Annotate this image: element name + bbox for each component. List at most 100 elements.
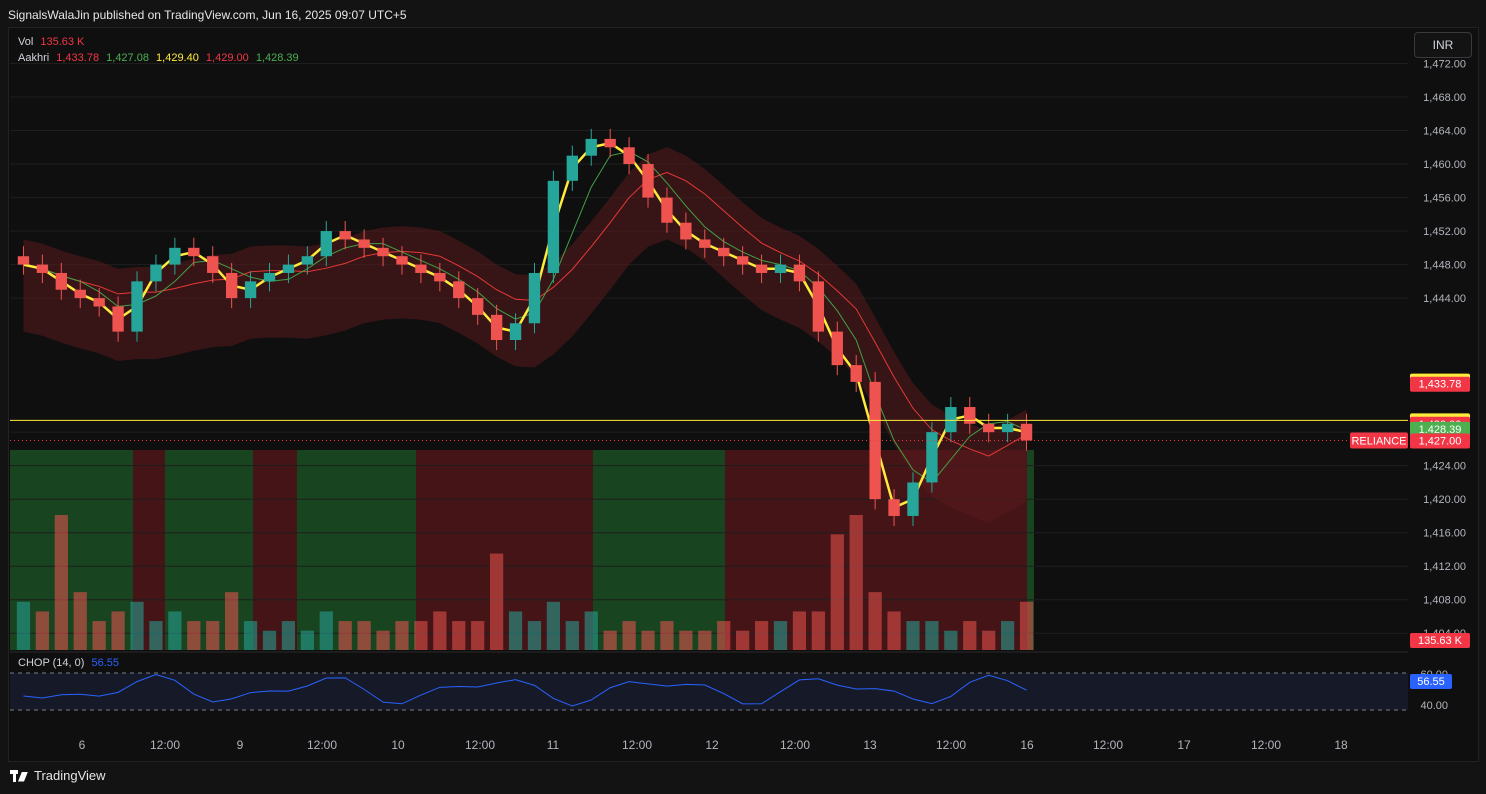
aakhri-value-2: 1,427.08 xyxy=(106,52,149,64)
price-tick-label: 1,408.00 xyxy=(1423,595,1466,607)
volume-bar xyxy=(736,630,750,650)
volume-bar xyxy=(225,592,239,650)
ma-slow-line xyxy=(23,171,1027,457)
volume-bar xyxy=(584,611,598,650)
footer[interactable]: TradingView xyxy=(10,768,106,783)
vol-legend: Vol 135.63 K xyxy=(18,36,84,48)
volume-bar xyxy=(319,611,333,650)
candle-body xyxy=(945,407,957,433)
candle-body xyxy=(718,247,730,257)
candle-body xyxy=(983,423,995,433)
candle-body xyxy=(244,281,257,299)
candle-body xyxy=(736,256,749,265)
chop-axis-label: 40.00 xyxy=(1420,700,1448,712)
time-tick-label: 12:00 xyxy=(150,738,180,752)
price-tag xyxy=(1410,376,1470,392)
candle-body xyxy=(301,256,314,265)
candle-body xyxy=(93,298,105,307)
price-tick-label: 1,424.00 xyxy=(1423,461,1466,473)
volume-bar xyxy=(792,611,807,650)
candle-body xyxy=(661,197,673,223)
trend-band xyxy=(1027,450,1034,650)
volume-bar xyxy=(338,621,352,650)
volume-bar xyxy=(754,621,769,650)
volume-bar xyxy=(414,621,428,650)
candle-body xyxy=(36,264,49,273)
volume-bar xyxy=(849,515,863,650)
volume-bar xyxy=(982,630,996,650)
ribbon-cloud xyxy=(23,147,1027,524)
volume-bar xyxy=(471,621,485,650)
symbol-tag-text: RELIANCE xyxy=(1351,436,1406,448)
candle-body xyxy=(396,256,408,265)
candle-body xyxy=(869,381,881,500)
currency-button[interactable]: INR xyxy=(1414,32,1472,58)
candle-body xyxy=(358,239,370,248)
time-tick-label: 18 xyxy=(1334,738,1348,752)
candle-body xyxy=(907,482,919,516)
candle-body xyxy=(812,281,825,332)
chop-band xyxy=(10,673,1408,710)
price-tick-label: 1,448.00 xyxy=(1423,260,1466,272)
volume-bar xyxy=(395,621,409,650)
price-tick-label: 1,444.00 xyxy=(1423,293,1466,305)
aakhri-value-5: 1,428.39 xyxy=(255,52,299,64)
volume-bar xyxy=(944,630,958,650)
volume-bar xyxy=(262,630,277,650)
volume-bar xyxy=(54,515,68,650)
time-tick-label: 12:00 xyxy=(780,738,810,752)
vol-label: Vol xyxy=(18,36,34,48)
volume-bar xyxy=(565,621,579,650)
volume-bar xyxy=(433,611,447,650)
candle-body xyxy=(150,264,162,282)
time-tick-label: 12 xyxy=(705,738,719,752)
price-tag-text: 1,433.78 xyxy=(1419,379,1462,391)
volume-bar xyxy=(622,621,636,650)
volume-bar xyxy=(925,621,939,650)
publish-header: SignalsWalaJin published on TradingView.… xyxy=(8,8,407,22)
volume-tag-text: 135.63 K xyxy=(1418,635,1463,647)
volume-bar xyxy=(16,601,31,650)
candle-body xyxy=(131,281,143,332)
candle-body xyxy=(472,298,484,315)
candle-body xyxy=(207,256,219,273)
candle-body xyxy=(188,247,200,257)
candle-body xyxy=(74,289,86,299)
price-tag xyxy=(1410,433,1470,449)
time-tick-label: 6 xyxy=(79,738,86,752)
volume-bar xyxy=(130,601,144,650)
aakhri-legend: Aakhri 1,433.78 1,427.08 1,429.40 1,429.… xyxy=(18,52,299,64)
volume-bar xyxy=(206,621,220,650)
chop-line xyxy=(23,673,1027,707)
candle-body xyxy=(112,306,124,332)
volume-bar xyxy=(527,621,542,650)
candle-body xyxy=(547,180,560,273)
candle-body xyxy=(831,331,843,366)
price-tick-label: 1,468.00 xyxy=(1423,92,1466,104)
time-tick-label: 12:00 xyxy=(1093,738,1123,752)
candle-body xyxy=(339,231,351,240)
candle-body xyxy=(1020,423,1033,441)
volume-bar xyxy=(111,611,125,650)
candle-body xyxy=(699,239,711,248)
chop-value-tag xyxy=(1410,674,1452,689)
volume-bar xyxy=(187,621,201,650)
volume-bar xyxy=(376,630,390,650)
candle-body xyxy=(888,499,900,516)
chop-value-text: 56.55 xyxy=(1417,676,1445,688)
volume-bar xyxy=(546,601,561,650)
volume-bar xyxy=(906,621,920,650)
volume-bar xyxy=(452,621,466,650)
price-tick-label: 1,452.00 xyxy=(1423,226,1466,238)
volume-bar xyxy=(357,621,371,650)
candle-body xyxy=(774,264,787,273)
price-tick-label: 1,456.00 xyxy=(1423,193,1466,205)
candle-body xyxy=(17,256,30,265)
price-tick-label: 1,472.00 xyxy=(1423,59,1466,71)
time-tick-label: 13 xyxy=(863,738,877,752)
candle-body xyxy=(169,247,181,265)
candle-body xyxy=(528,272,541,324)
candle-body xyxy=(1001,423,1014,433)
